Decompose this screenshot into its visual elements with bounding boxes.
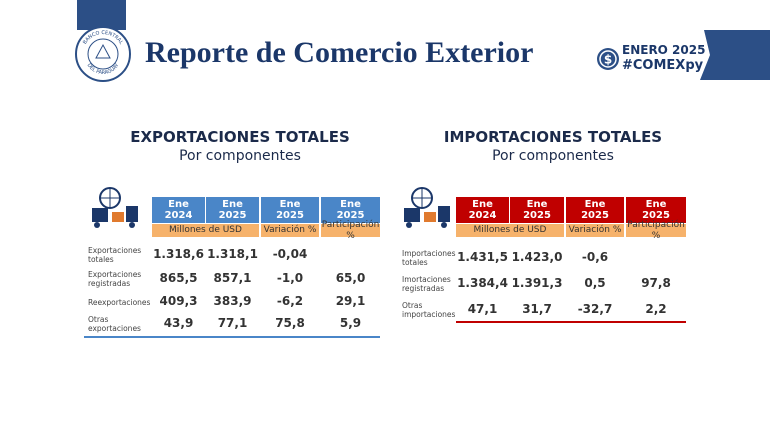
header-tab bbox=[77, 0, 126, 30]
cell-value: 31,7 bbox=[522, 302, 552, 316]
cell-value: 65,0 bbox=[335, 271, 366, 285]
cell-value: 2,2 bbox=[645, 302, 667, 316]
cell-value: 97,8 bbox=[641, 276, 671, 290]
table-rule bbox=[456, 321, 686, 323]
cell-value: 1.318,6 bbox=[153, 247, 204, 261]
cell-value: -0,04 bbox=[272, 247, 308, 261]
row-label: Imortaciones registradas bbox=[402, 275, 451, 293]
header-band bbox=[700, 30, 770, 80]
row-label: Importaciones totales bbox=[402, 249, 456, 267]
column-header: Ene 2025 bbox=[626, 197, 686, 223]
icon bbox=[88, 184, 140, 230]
column-header: Ene 2024 bbox=[152, 197, 205, 223]
logo: BANCO CENTRAL DEL PARAGUAY bbox=[75, 26, 131, 82]
column-subheader: Millones de USD bbox=[152, 224, 259, 237]
svg-text:$: $ bbox=[604, 53, 612, 67]
hashtag: #COMEXpy bbox=[622, 58, 704, 73]
column-header: Ene 2025 bbox=[510, 197, 564, 223]
cell-value: 857,1 bbox=[213, 271, 252, 285]
icon bbox=[400, 184, 452, 230]
column-header: Ene 2024 bbox=[456, 197, 509, 223]
period: ENERO 2025 bbox=[622, 43, 706, 57]
cell-value: 409,3 bbox=[159, 294, 198, 308]
coin-icon: $ bbox=[597, 48, 619, 70]
column-header: Ene 2025 bbox=[321, 197, 380, 223]
row-label: Reexportaciones bbox=[88, 297, 151, 307]
column-header: Ene 2025 bbox=[206, 197, 259, 223]
row-label: Exportaciones totales bbox=[88, 246, 142, 264]
table-title: IMPORTACIONES TOTALES bbox=[443, 128, 663, 146]
row-label: Otras exportaciones bbox=[88, 315, 141, 333]
cell-value: 1.384,4 bbox=[457, 276, 508, 290]
table-title: EXPORTACIONES TOTALES bbox=[130, 128, 350, 146]
cell-value: -1,0 bbox=[276, 271, 304, 285]
cell-value: 1.423,0 bbox=[511, 250, 563, 264]
cell-value: 0,5 bbox=[584, 276, 606, 290]
row-label: Exportaciones registradas bbox=[88, 270, 142, 288]
cell-value: -0,6 bbox=[581, 250, 609, 264]
cell-value: -32,7 bbox=[577, 302, 613, 316]
table-rule bbox=[84, 336, 380, 338]
cell-value: 1.318,1 bbox=[207, 247, 258, 261]
cell-value: 43,9 bbox=[163, 316, 194, 330]
row-label: Otras importaciones bbox=[402, 301, 456, 319]
column-subheader: Millones de USD bbox=[456, 224, 564, 237]
column-header: Ene 2025 bbox=[261, 197, 319, 223]
table-subtitle: Por componentes bbox=[179, 148, 301, 164]
cell-value: 75,8 bbox=[275, 316, 305, 330]
cell-value: 29,1 bbox=[335, 294, 366, 308]
cell-value: 865,5 bbox=[159, 271, 198, 285]
cell-value: 1.391,3 bbox=[511, 276, 563, 290]
column-subheader: Participación % bbox=[321, 219, 380, 241]
cell-value: 383,9 bbox=[213, 294, 252, 308]
title: Reporte de Comercio Exterior bbox=[145, 36, 534, 69]
cell-value: -6,2 bbox=[276, 294, 304, 308]
column-subheader: Variación % bbox=[261, 224, 319, 237]
cell-value: 47,1 bbox=[467, 302, 498, 316]
column-header: Ene 2025 bbox=[566, 197, 624, 223]
cell-value: 5,9 bbox=[339, 316, 362, 330]
cell-value: 77,1 bbox=[217, 316, 248, 330]
column-subheader: Variación % bbox=[566, 224, 624, 237]
column-subheader: Participación % bbox=[626, 219, 686, 241]
cell-value: 1.431,5 bbox=[457, 250, 508, 264]
table-subtitle: Por componentes bbox=[492, 148, 614, 164]
